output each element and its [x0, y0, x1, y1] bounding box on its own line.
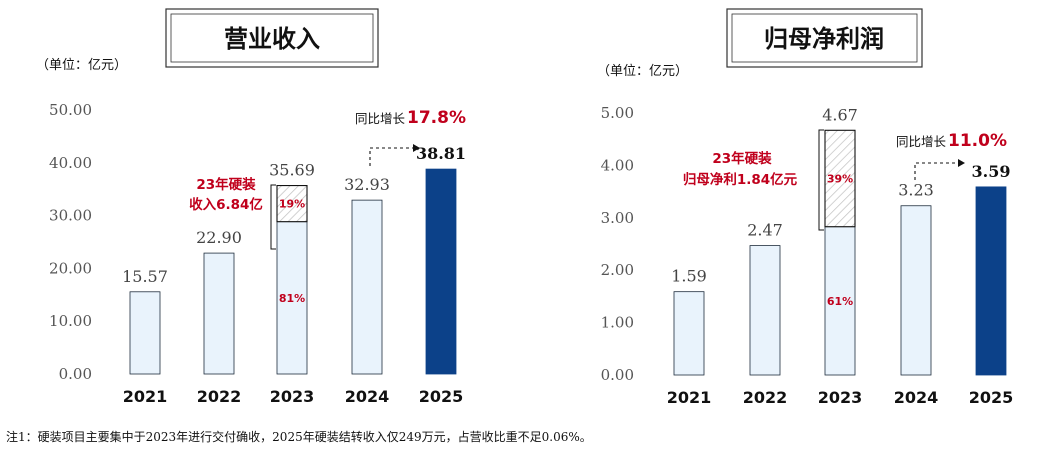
revenue-x-axis: 2021 2022 2023 2024 2025 — [123, 387, 464, 406]
revenue-growth-arrowhead — [413, 144, 420, 152]
profit-2023-callout: 23年硬装 归母净利1.84亿元 — [683, 129, 824, 231]
revenue-x-tick-label: 2022 — [197, 387, 242, 406]
profit-y-tick-label: 1.00 — [601, 314, 634, 332]
revenue-y-tick-label: 40.00 — [49, 154, 92, 172]
profit-y-tick-label: 3.00 — [601, 209, 634, 227]
profit-growth-annotation: 同比增长 11.0% — [896, 131, 1007, 180]
profit-value-label: 1.59 — [671, 267, 707, 286]
profit-growth-arrowhead — [958, 159, 965, 167]
revenue-split-lower-label: 81% — [279, 292, 305, 305]
revenue-value-label: 22.90 — [196, 228, 242, 247]
revenue-bars: 19% 81% — [129, 168, 457, 375]
revenue-bar-2022 — [203, 252, 235, 375]
revenue-title-box: 营业收入 — [165, 8, 379, 68]
revenue-bar-2024 — [351, 199, 383, 375]
revenue-bar-2023-base — [276, 221, 308, 375]
revenue-bar-2025 — [425, 168, 457, 375]
revenue-chart: 营业收入 （单位：亿元） 0.00 10.00 20.00 30.00 40.00 50.… — [36, 8, 466, 406]
profit-callout-line1: 23年硬装 — [712, 150, 772, 167]
profit-bars: 39% 61% — [673, 129, 1007, 376]
profit-x-tick-label: 2024 — [894, 388, 939, 407]
revenue-y-tick-label: 0.00 — [59, 365, 92, 383]
profit-callout-bracket — [818, 129, 824, 231]
revenue-split-upper-label: 19% — [279, 198, 305, 211]
profit-y-tick-label: 2.00 — [601, 261, 634, 279]
revenue-callout-bracket — [270, 184, 276, 250]
profit-growth-arrow — [914, 162, 958, 180]
revenue-value-label: 38.81 — [416, 144, 466, 163]
revenue-value-label: 32.93 — [344, 175, 390, 194]
profit-y-tick-label: 4.00 — [601, 156, 634, 174]
revenue-y-tick-label: 20.00 — [49, 259, 92, 277]
revenue-y-axis: 0.00 10.00 20.00 30.00 40.00 50.00 — [49, 101, 92, 383]
profit-y-tick-label: 5.00 — [601, 104, 634, 122]
profit-value-label: 4.67 — [822, 105, 858, 124]
profit-x-tick-label: 2022 — [743, 388, 788, 407]
profit-unit-label: （单位：亿元） — [597, 64, 688, 79]
profit-split-upper-label: 39% — [827, 173, 853, 186]
profit-growth-value: 11.0% — [948, 131, 1007, 151]
profit-y-tick-label: 0.00 — [601, 366, 634, 384]
profit-value-labels: 1.59 2.47 4.67 3.23 3.59 — [671, 105, 1010, 285]
revenue-y-tick-label: 50.00 — [49, 101, 92, 119]
revenue-x-tick-label: 2024 — [345, 387, 390, 406]
revenue-callout-line2: 收入6.84亿 — [189, 196, 263, 213]
profit-chart: 归母净利润 （单位：亿元） 0.00 1.00 2.00 3.00 4.00 5.00 3… — [597, 8, 1014, 407]
revenue-growth-prefix: 同比增长 — [355, 111, 406, 126]
revenue-y-tick-label: 10.00 — [49, 312, 92, 330]
revenue-value-label: 35.69 — [269, 161, 315, 180]
profit-value-label: 2.47 — [747, 221, 783, 240]
revenue-value-label: 15.57 — [122, 267, 168, 286]
revenue-growth-arrow — [369, 147, 413, 166]
profit-bar-2025 — [975, 186, 1007, 376]
profit-bar-2024 — [900, 205, 932, 376]
revenue-x-tick-label: 2021 — [123, 387, 168, 406]
profit-x-axis: 2021 2022 2023 2024 2025 — [667, 388, 1014, 407]
profit-split-lower-label: 61% — [827, 295, 853, 308]
profit-x-tick-label: 2025 — [969, 388, 1014, 407]
revenue-x-tick-label: 2025 — [419, 387, 464, 406]
profit-value-label: 3.59 — [972, 162, 1011, 181]
revenue-growth-value: 17.8% — [407, 108, 466, 128]
profit-x-tick-label: 2023 — [818, 388, 863, 407]
profit-bar-2023-hardfit-segment — [824, 129, 856, 228]
revenue-bar-2021 — [129, 291, 161, 375]
profit-title-box: 归母净利润 — [726, 8, 923, 68]
revenue-unit-label: （单位：亿元） — [36, 58, 127, 73]
revenue-value-labels: 15.57 22.90 35.69 32.93 38.81 — [122, 144, 466, 286]
profit-title: 归母净利润 — [764, 25, 884, 53]
footnote: 注1：硬装项目主要集中于2023年进行交付确收，2025年硬装结转收入仅249万… — [6, 430, 592, 444]
profit-bar-2021 — [673, 291, 705, 376]
profit-bar-2023-base — [824, 226, 856, 376]
revenue-title: 营业收入 — [224, 25, 320, 53]
profit-y-axis: 0.00 1.00 2.00 3.00 4.00 5.00 — [601, 104, 634, 384]
revenue-x-tick-label: 2023 — [270, 387, 315, 406]
revenue-callout-line1: 23年硬装 — [196, 176, 256, 193]
profit-x-tick-label: 2021 — [667, 388, 712, 407]
revenue-y-tick-label: 30.00 — [49, 207, 92, 225]
revenue-2023-callout: 23年硬装 收入6.84亿 — [189, 176, 276, 250]
revenue-growth-annotation: 同比增长 17.8% — [355, 108, 466, 166]
profit-bar-2022 — [749, 245, 781, 376]
profit-growth-prefix: 同比增长 — [896, 134, 947, 149]
profit-callout-line2: 归母净利1.84亿元 — [683, 171, 798, 188]
revenue-bar-2023-hardfit-segment — [276, 185, 308, 223]
profit-value-label: 3.23 — [898, 181, 934, 200]
